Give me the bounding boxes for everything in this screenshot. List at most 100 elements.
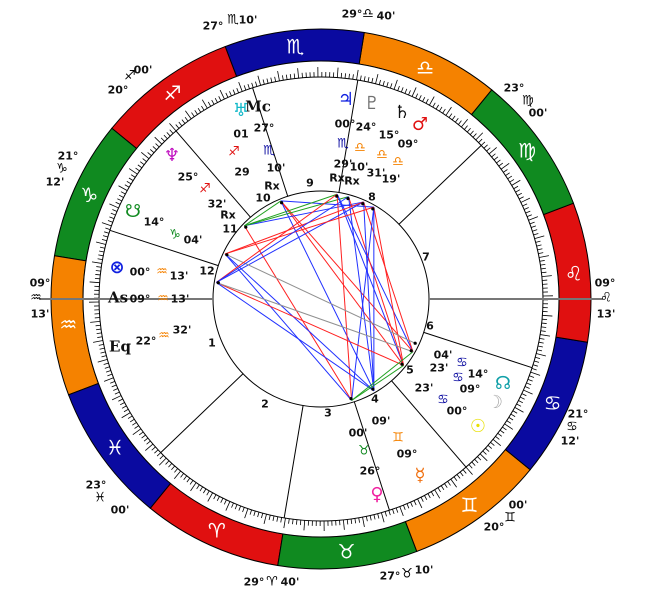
degree-tick [393, 79, 398, 90]
house-cusp-line-10 [252, 87, 289, 197]
house-12-cusp-minute: 12' [45, 175, 65, 189]
house-cusp-line-5 [391, 380, 467, 468]
degree-tick [154, 449, 159, 454]
degree-tick [139, 161, 145, 166]
degree-tick [107, 373, 113, 377]
house-1-cusp-sign-icon: ♒ [30, 290, 42, 306]
degree-tick [358, 517, 360, 523]
degree-tick [336, 67, 339, 78]
house-12-cusp-sign-icon: ♑ [56, 161, 68, 177]
pluto-minute: 10' [349, 160, 369, 174]
house-cusp-lines [39, 79, 603, 519]
house-cusp-line-2 [160, 373, 244, 453]
degree-tick [238, 505, 242, 511]
house-cusp-line-6 [423, 331, 533, 369]
degree-tick [90, 320, 101, 323]
house-5-cusp-sign-icon: ♊ [504, 510, 516, 526]
degree-tick [523, 389, 533, 395]
degree-tick [255, 81, 258, 87]
degree-tick [194, 110, 198, 115]
south_node-glyph-icon: ☋ [125, 201, 141, 222]
degree-tick [124, 184, 130, 188]
aquarius-glyph-icon: ♒ [59, 313, 77, 337]
aspect-line-south_node-venus [224, 253, 352, 401]
degree-tick [515, 189, 521, 193]
degree-tick [272, 515, 275, 521]
virgo-glyph-icon: ♍ [518, 138, 536, 162]
degree-tick [458, 120, 462, 125]
degree-tick [395, 507, 399, 513]
degree-tick [378, 79, 381, 85]
degree-tick [97, 336, 103, 338]
degree-tick [138, 431, 144, 436]
degree-tick [437, 487, 441, 493]
degree-tick [103, 362, 109, 365]
degree-tick [99, 246, 105, 249]
degree-tick [118, 185, 128, 191]
mars-minute: 19' [381, 172, 401, 186]
house-1-cusp-degree: 09° [29, 276, 51, 290]
sun-marker [400, 362, 404, 366]
neptune-glyph-icon: ♆ [163, 145, 181, 166]
degree-tick [454, 117, 459, 123]
degree-tick [128, 177, 134, 181]
eq-minute: 32' [172, 323, 192, 337]
degree-tick [450, 478, 457, 488]
degree-tick [93, 340, 103, 343]
neptune-marker [244, 225, 248, 229]
degree-tick [296, 519, 298, 525]
sagittarius-glyph-icon: ♐ [164, 81, 182, 105]
degree-tick [277, 71, 280, 81]
aspect-line-uranus-sun [280, 200, 404, 366]
degree-tick [289, 74, 292, 80]
house-cusp-line-9 [338, 79, 359, 193]
degree-tick [96, 332, 102, 335]
degree-tick [404, 88, 408, 94]
jupiter-retrograde: Rx [329, 171, 345, 185]
degree-tick [244, 508, 249, 519]
uranus-marker [279, 201, 284, 205]
degree-tick [101, 239, 107, 242]
part_of_fortune-degree: 00° [129, 265, 151, 279]
degree-tick [537, 345, 543, 348]
degree-tick [143, 437, 149, 442]
degree-tick [191, 112, 195, 117]
degree-tick [268, 515, 271, 521]
north_node-minute: 04' [433, 348, 453, 362]
aspect-line-mars-sun [373, 207, 405, 366]
degree-tick [261, 513, 264, 519]
house-4-cusp-degree: 27° [379, 569, 401, 583]
house-2-cusp-sign-icon: ♓ [94, 490, 106, 506]
north_node-glyph-icon: ☊ [495, 373, 511, 394]
house-cusp-line-3 [283, 405, 304, 519]
degree-tick [523, 207, 529, 210]
aspect-line-jupiter-venus [336, 194, 353, 401]
jupiter-degree: 00° [334, 117, 356, 131]
degree-tick [399, 506, 404, 517]
house-2-cusp-minute: 00' [110, 503, 130, 517]
ascendant-sign-icon: ♒ [157, 291, 169, 307]
degree-tick [197, 107, 202, 113]
north_node-sign-icon: ♋ [456, 355, 468, 371]
saturn-degree: 15° [378, 128, 400, 142]
degree-tick [98, 343, 104, 346]
degree-tick [483, 144, 488, 149]
aspect-line-pluto-part_of_fortune [216, 196, 349, 283]
degree-tick [95, 270, 101, 272]
degree-tick [231, 502, 234, 508]
degree-tick [406, 503, 410, 509]
degree-tick [447, 481, 451, 486]
neptune-sign-icon: ♐ [199, 181, 211, 197]
degree-tick [535, 356, 541, 359]
degree-tick [96, 241, 106, 245]
degree-tick [101, 222, 112, 227]
degree-tick [536, 244, 542, 247]
leo-glyph-icon: ♌ [565, 261, 583, 285]
degree-tick [207, 101, 212, 107]
aspect-line-neptune-jupiter [244, 193, 338, 227]
degree-tick [386, 82, 389, 88]
aspect-line-neptune-pluto [244, 196, 349, 227]
degree-tick [539, 260, 545, 262]
degree-tick [434, 489, 441, 499]
house-number-10: 10 [255, 191, 271, 205]
